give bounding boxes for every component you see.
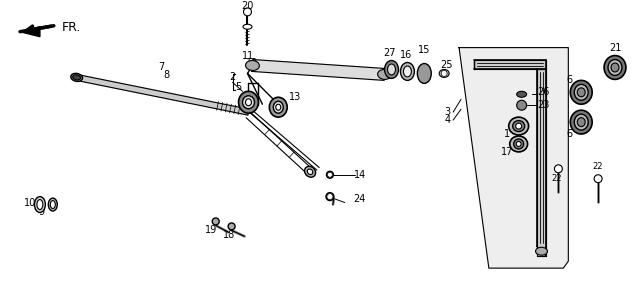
Ellipse shape (326, 193, 334, 200)
Polygon shape (252, 59, 385, 80)
Text: 19: 19 (205, 225, 217, 235)
Polygon shape (20, 27, 40, 37)
Text: 9: 9 (39, 208, 45, 217)
Ellipse shape (73, 75, 81, 80)
Ellipse shape (608, 59, 622, 76)
Polygon shape (76, 74, 249, 115)
Ellipse shape (509, 117, 529, 135)
Ellipse shape (570, 80, 592, 104)
Circle shape (516, 100, 527, 110)
Ellipse shape (574, 114, 588, 130)
Ellipse shape (305, 166, 316, 177)
Ellipse shape (49, 198, 57, 211)
Text: 22: 22 (593, 162, 604, 171)
Ellipse shape (307, 169, 313, 174)
Ellipse shape (243, 24, 252, 29)
Ellipse shape (604, 55, 626, 80)
Ellipse shape (326, 171, 333, 178)
Ellipse shape (71, 73, 83, 82)
Text: 27: 27 (383, 47, 396, 57)
Text: 3: 3 (444, 107, 450, 117)
Ellipse shape (273, 101, 284, 113)
Text: 22: 22 (551, 174, 562, 183)
Text: 10: 10 (24, 198, 36, 208)
Ellipse shape (276, 104, 281, 110)
Circle shape (328, 172, 332, 177)
Ellipse shape (388, 64, 396, 75)
Ellipse shape (37, 200, 43, 210)
Ellipse shape (577, 88, 585, 97)
Text: 8: 8 (163, 70, 169, 80)
Ellipse shape (439, 69, 449, 78)
Circle shape (594, 175, 602, 183)
Text: 2: 2 (230, 72, 236, 82)
Circle shape (327, 194, 333, 200)
Text: 5: 5 (236, 82, 242, 92)
Ellipse shape (401, 63, 414, 80)
Text: 20: 20 (241, 1, 253, 11)
Text: 6: 6 (566, 129, 572, 139)
Polygon shape (474, 59, 547, 69)
Circle shape (554, 165, 563, 173)
Ellipse shape (577, 118, 585, 127)
Text: 26: 26 (538, 87, 550, 97)
Text: 16: 16 (400, 49, 413, 59)
Text: 21: 21 (609, 43, 621, 53)
Text: 7: 7 (158, 62, 164, 72)
Ellipse shape (570, 110, 592, 134)
Ellipse shape (509, 136, 527, 152)
Text: 4: 4 (444, 115, 450, 125)
Ellipse shape (513, 121, 525, 132)
Text: FR.: FR. (61, 21, 81, 34)
Ellipse shape (574, 84, 588, 100)
Ellipse shape (385, 61, 399, 78)
Text: 6: 6 (566, 76, 572, 86)
Text: 1: 1 (504, 129, 510, 139)
Text: 12: 12 (246, 57, 259, 67)
Ellipse shape (514, 139, 524, 149)
Ellipse shape (246, 99, 252, 106)
Ellipse shape (403, 66, 412, 77)
Ellipse shape (269, 97, 287, 117)
Circle shape (243, 8, 252, 16)
Text: 18: 18 (223, 230, 235, 240)
Ellipse shape (228, 223, 235, 230)
Ellipse shape (239, 91, 259, 113)
Ellipse shape (516, 142, 521, 146)
Text: 17: 17 (500, 147, 513, 157)
Text: 23: 23 (538, 100, 550, 110)
Polygon shape (459, 47, 568, 268)
Ellipse shape (35, 196, 45, 212)
Ellipse shape (516, 123, 522, 129)
Ellipse shape (243, 96, 255, 109)
Ellipse shape (212, 218, 219, 225)
Text: 24: 24 (353, 194, 366, 204)
Ellipse shape (536, 247, 547, 255)
Text: 13: 13 (289, 92, 301, 102)
Ellipse shape (516, 91, 527, 97)
Ellipse shape (51, 200, 55, 208)
Text: 11: 11 (243, 51, 255, 61)
Text: 15: 15 (418, 45, 431, 55)
Text: 25: 25 (440, 61, 452, 70)
Ellipse shape (417, 63, 431, 84)
Ellipse shape (246, 61, 259, 70)
Text: 14: 14 (354, 170, 366, 180)
Ellipse shape (611, 63, 619, 72)
Ellipse shape (378, 69, 392, 80)
Circle shape (441, 70, 447, 76)
Polygon shape (536, 69, 547, 256)
